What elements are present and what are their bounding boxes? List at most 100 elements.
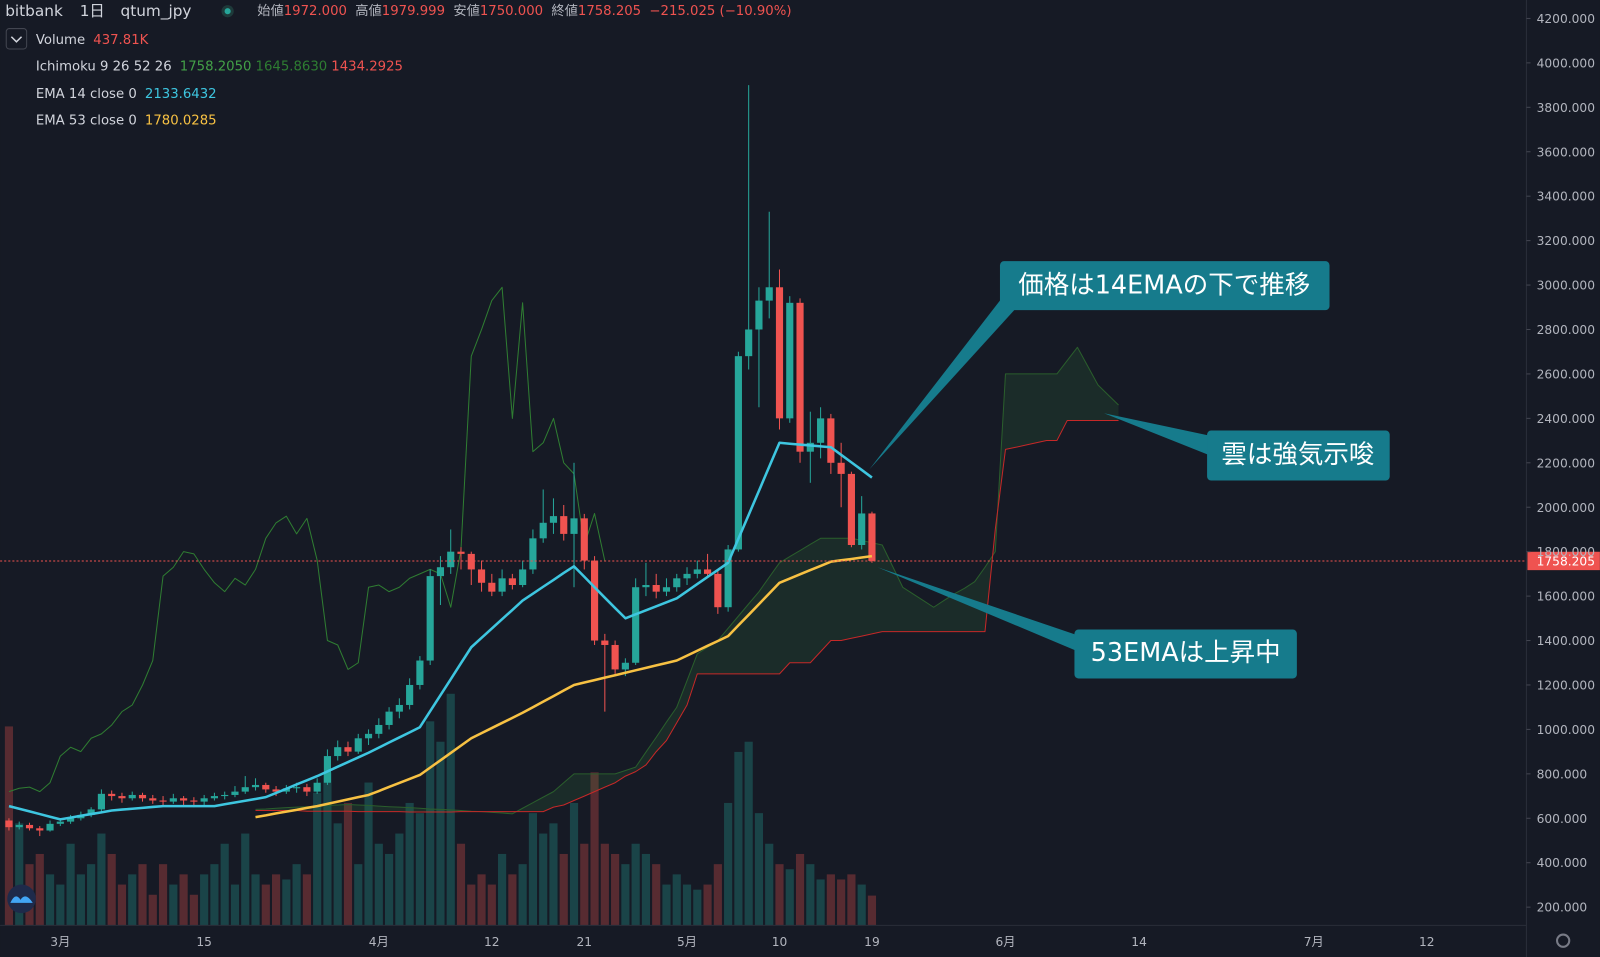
candle-body [529, 538, 537, 570]
candle-body [180, 798, 188, 801]
candle-body [221, 794, 229, 797]
x-tick-label: 12 [1419, 935, 1435, 949]
x-tick-label: 12 [484, 935, 500, 949]
low-value: 1750.000 [480, 4, 543, 19]
volume-bar [230, 884, 240, 926]
candle-body [837, 462, 845, 474]
candle-body [5, 820, 13, 828]
volume-bar [292, 864, 301, 926]
callout-pointer [877, 567, 1082, 653]
ema-line [255, 554, 873, 819]
y-tick-label: 3600.000 [1537, 145, 1595, 159]
volume-bar [795, 853, 805, 926]
y-tick-label: 600.000 [1537, 812, 1588, 826]
candle-body [406, 684, 414, 705]
candle-body [97, 793, 105, 810]
volume-bar [87, 864, 96, 926]
candle-body [847, 473, 855, 546]
x-tick-label: 19 [864, 935, 880, 949]
candle-body [416, 660, 424, 685]
annotations: 価格は14EMAの下で推移 雲は強気示唆 53EMAは上昇中 [869, 261, 1390, 679]
volume-bar [179, 874, 188, 926]
volume-bar [395, 833, 404, 926]
candle-body [169, 798, 177, 802]
y-tick-label: 4000.000 [1537, 56, 1595, 70]
x-tick-label: 15 [196, 935, 212, 949]
candle-body [190, 800, 198, 802]
volume-bar [580, 843, 589, 926]
callout-text: 雲は強気示唆 [1221, 440, 1374, 470]
x-tick-label: 3月 [50, 935, 70, 949]
x-tick-label: 7月 [1304, 935, 1324, 949]
volume-bar [35, 853, 44, 926]
candle-body [159, 800, 167, 802]
candle-body [519, 569, 527, 585]
candle-body [210, 796, 218, 799]
open-value: 1972.000 [284, 4, 347, 19]
callout-box [1207, 430, 1390, 481]
candle-body [457, 551, 465, 554]
volume-bar [682, 884, 692, 926]
callout-pointer [1104, 413, 1215, 458]
x-tick-label: 10 [772, 935, 788, 949]
candle-body [560, 516, 568, 534]
legend-ema53: EMA 53 close 0 1780.0285 [36, 113, 217, 128]
volume-bar [220, 843, 229, 926]
volume-bar [15, 823, 24, 926]
callout-text: 53EMAは上昇中 [1091, 638, 1281, 668]
candle-body [262, 784, 270, 790]
candle-body [67, 818, 75, 822]
exchange: bitbank [5, 2, 63, 20]
volume-bar [847, 874, 856, 926]
candle-body [704, 569, 712, 574]
candle-body [200, 798, 208, 802]
volume-bar [539, 833, 548, 926]
candle-body [231, 791, 239, 795]
ema-line [8, 441, 873, 821]
volume-bar [734, 751, 743, 926]
candle-body [25, 824, 34, 829]
y-tick-label: 4200.000 [1537, 12, 1595, 26]
candle-body [149, 798, 157, 801]
candle-body [303, 787, 311, 792]
y-tick-label: 2800.000 [1537, 323, 1595, 337]
candle-body [477, 569, 486, 583]
volume-bar [857, 884, 866, 926]
volume-bar [713, 864, 722, 926]
legend-value: 1645.8630 [256, 59, 328, 74]
volume-bar [528, 813, 537, 926]
candle-body [467, 553, 475, 570]
volume-bar [477, 874, 486, 926]
volume-bar [343, 802, 353, 926]
volume-bar [826, 874, 835, 926]
cloud [255, 347, 1119, 814]
legend-ichimoku: Ichimoku 9 26 52 26 1758.2050 1645.8630 143… [36, 59, 403, 74]
candle-body [621, 662, 629, 670]
settings-button[interactable] [1556, 933, 1571, 948]
y-tick-label: 1200.000 [1537, 678, 1595, 692]
volume-bar [76, 874, 85, 926]
candle-body [46, 823, 54, 831]
volume-bar [323, 772, 332, 926]
candle-body [549, 516, 558, 523]
volume-bar [405, 802, 414, 926]
candle-body [138, 794, 147, 799]
legend-value: 2133.6432 [145, 87, 217, 102]
volume-bar [436, 741, 445, 926]
candle-body [683, 573, 691, 579]
candle-body [108, 793, 116, 797]
volume-bar [415, 813, 424, 926]
volume-bar [621, 864, 630, 926]
x-tick-label: 21 [576, 935, 592, 949]
volume-bar [867, 895, 877, 926]
collapse-button[interactable] [5, 28, 28, 50]
candle-body [642, 584, 650, 588]
volume-bar [364, 782, 373, 926]
candle-body [765, 287, 773, 301]
ohlc: 始値1972.000 高値1979.999 安値1750.000 終値1758.… [257, 2, 791, 19]
low-label: 安値 [453, 3, 480, 19]
candle-body [570, 518, 578, 534]
candle-body [354, 738, 362, 752]
volume-bar [261, 884, 270, 926]
